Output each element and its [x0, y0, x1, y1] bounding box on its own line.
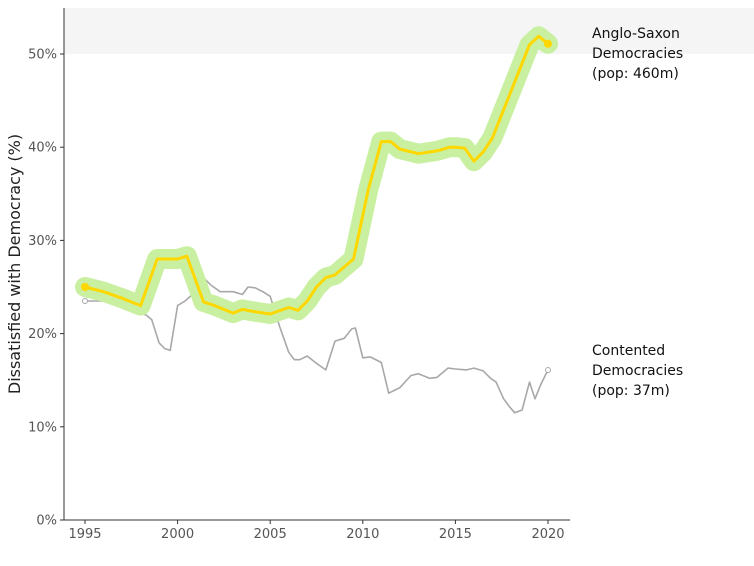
- y-tick-label: 10%: [28, 420, 57, 435]
- y-tick-label: 50%: [28, 48, 57, 63]
- x-tick-label: 2000: [161, 527, 194, 542]
- y-tick-label: 20%: [28, 327, 57, 342]
- series-labels: Contented Democracies (pop: 37m) Anglo-Saxo…: [592, 26, 683, 399]
- x-tick-label: 2015: [439, 527, 472, 542]
- muted-series-end-point: [545, 366, 551, 373]
- highlight-series-line: [83, 34, 550, 316]
- axes: 0% 10% 20% 30% 40% 50% 1995 2000 2005 2010 2015 202…: [28, 8, 570, 542]
- y-axis-title: Dissatisfied with Democracy (%): [5, 134, 24, 394]
- highlight-series-start-point: [81, 283, 89, 291]
- highlight-series-end-point: [544, 39, 552, 48]
- top-band: [64, 8, 754, 54]
- x-tick-label: 2010: [346, 527, 379, 542]
- muted-series-line: [85, 276, 549, 414]
- highlight-series-label-line: Anglo-Saxon: [592, 26, 680, 42]
- muted-series-label-line: Contented: [592, 343, 665, 359]
- x-tick-label: 2020: [531, 527, 564, 542]
- y-tick-label: 30%: [28, 234, 57, 249]
- y-tick-label: 0%: [36, 514, 57, 529]
- muted-series-label-line: Democracies: [592, 363, 683, 379]
- series-lines: [75, 26, 558, 414]
- muted-series-start-point: [82, 297, 88, 304]
- muted-series-label-line: (pop: 37m): [592, 383, 670, 399]
- y-tick-label: 40%: [28, 141, 57, 156]
- x-tick-label: 1995: [68, 527, 101, 542]
- x-tick-label: 2005: [254, 527, 287, 542]
- highlight-series-glow: [75, 26, 558, 324]
- highlight-series-label-line: (pop: 460m): [592, 66, 679, 82]
- highlight-series-label-line: Democracies: [592, 46, 683, 62]
